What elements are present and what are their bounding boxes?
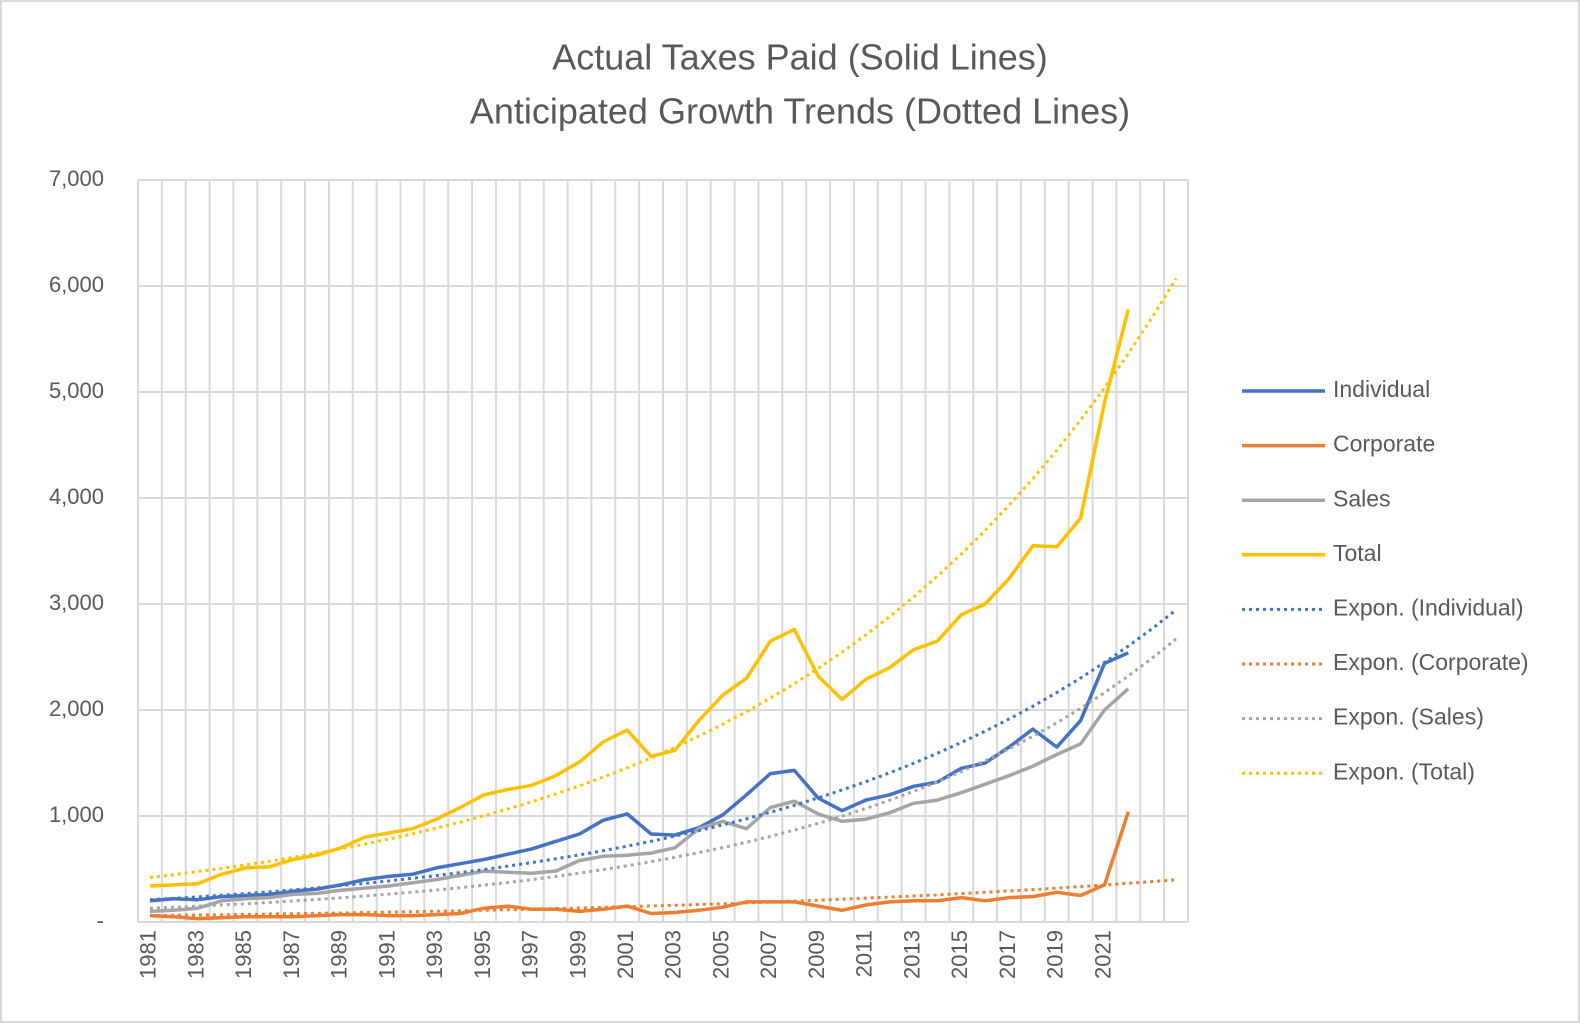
x-tick-label: 2021 (1090, 930, 1115, 979)
x-tick-label: 2003 (661, 930, 686, 979)
x-tick-label: 2013 (899, 930, 924, 979)
x-tick-label: 2009 (804, 930, 829, 979)
x-tick-label: 1995 (470, 930, 495, 979)
x-tick-label: 1981 (136, 930, 161, 979)
x-tick-label: 1993 (422, 930, 447, 979)
x-tick-label: 2011 (852, 930, 877, 977)
x-tick-label: 2015 (947, 930, 972, 979)
y-tick-label: - (97, 908, 104, 933)
x-tick-label: 1987 (279, 930, 304, 979)
x-tick-label: 2017 (995, 930, 1020, 979)
x-tick-label: 1999 (565, 930, 590, 979)
series-line (149, 687, 1130, 914)
legend-label: Expon. (Total) (1333, 758, 1475, 784)
series-line (149, 811, 1130, 921)
legend-label: Corporate (1333, 431, 1435, 457)
trend-line (149, 277, 1178, 879)
y-tick-label: 3,000 (49, 590, 104, 615)
y-tick-label: 7,000 (49, 166, 104, 191)
chart-title: Actual Taxes Paid (Solid Lines) (552, 37, 1048, 78)
chart-subtitle: Anticipated Growth Trends (Dotted Lines) (470, 91, 1130, 132)
y-tick-label: 4,000 (49, 484, 104, 509)
legend-label: Individual (1333, 376, 1430, 402)
y-tick-label: 6,000 (49, 272, 104, 297)
x-tick-label: 1983 (183, 930, 208, 979)
y-tick-label: 5,000 (49, 378, 104, 403)
x-tick-label: 1985 (231, 930, 256, 979)
x-tick-label: 1997 (518, 930, 543, 979)
trend-line (149, 878, 1177, 918)
y-tick-label: 2,000 (49, 696, 104, 721)
x-tick-label: 1989 (327, 930, 352, 979)
x-tick-label: 2005 (708, 930, 733, 979)
trend-line (149, 637, 1178, 910)
x-tick-label: 1991 (374, 930, 399, 979)
series-line (149, 308, 1130, 888)
legend-label: Expon. (Sales) (1333, 704, 1484, 730)
x-tick-label: 2001 (613, 930, 638, 979)
x-tick-label: 2019 (1043, 930, 1068, 979)
legend-label: Expon. (Individual) (1333, 594, 1524, 620)
legend-label: Sales (1333, 485, 1391, 511)
x-tick-label: 2007 (756, 930, 781, 979)
legend-label: Total (1333, 540, 1382, 566)
y-tick-label: 1,000 (49, 802, 104, 827)
legend-label: Expon. (Corporate) (1333, 649, 1529, 675)
